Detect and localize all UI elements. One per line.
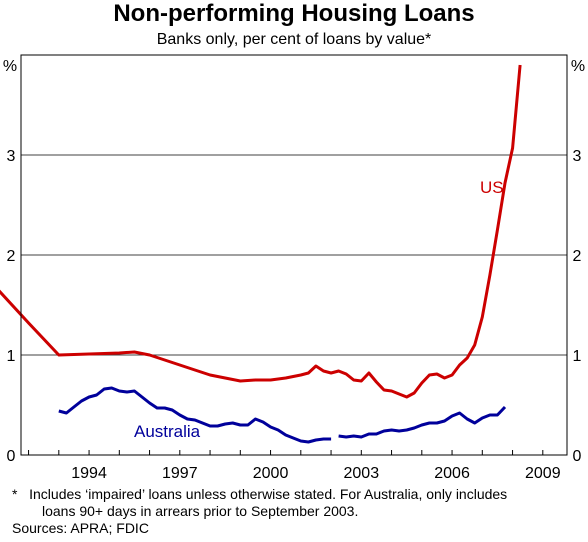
footnote: * Includes ‘impaired’ loans unless other… — [12, 486, 588, 537]
x-tick-label-1997: 1997 — [162, 465, 198, 482]
y-tick-label-left-3: 3 — [7, 148, 16, 165]
y-tick-label-left-0: 0 — [7, 448, 16, 465]
footnote-line-1: * Includes ‘impaired’ loans unless other… — [12, 486, 588, 503]
y-tick-label-right-3: 3 — [573, 148, 582, 165]
y-tick-label-left-1: 1 — [7, 348, 16, 365]
series-line-australia-2 — [338, 405, 507, 439]
series-line-australia-1 — [58, 386, 332, 444]
chart-title: Non-performing Housing Loans — [113, 0, 475, 27]
ticks-layer: 0 0 1 1 2 2 3 3 1994 1997 2000 2003 2006 2009 — [7, 148, 582, 482]
series-line-us-1 — [0, 64, 522, 399]
x-tick-label-2006: 2006 — [434, 465, 470, 482]
x-tick-label-2009: 2009 — [525, 465, 561, 482]
chart-subtitle: Banks only, per cent of loans by value* — [156, 31, 432, 48]
y-axis-unit-right: % — [571, 58, 585, 75]
footnote-line-2: loans 90+ days in arrears prior to Septe… — [42, 503, 359, 519]
series-layer — [0, 64, 522, 444]
x-tick-label-2000: 2000 — [253, 465, 289, 482]
series-label-us: US — [480, 178, 504, 197]
y-tick-label-right-2: 2 — [573, 248, 582, 265]
grid-layer — [21, 154, 567, 356]
series-label-australia: Australia — [134, 422, 201, 441]
footnote-marker: * — [12, 486, 18, 502]
x-tick-label-2003: 2003 — [344, 465, 380, 482]
y-tick-label-left-2: 2 — [7, 248, 16, 265]
y-tick-label-right-1: 1 — [573, 348, 582, 365]
footnote-text-1: Includes ‘impaired’ loans unless otherwi… — [29, 486, 508, 502]
sources: Sources: APRA; FDIC — [12, 520, 149, 536]
plot-frame — [20, 54, 568, 456]
y-tick-label-right-0: 0 — [573, 448, 582, 465]
x-tick-label-1994: 1994 — [71, 465, 107, 482]
y-axis-unit-left: % — [3, 58, 17, 75]
